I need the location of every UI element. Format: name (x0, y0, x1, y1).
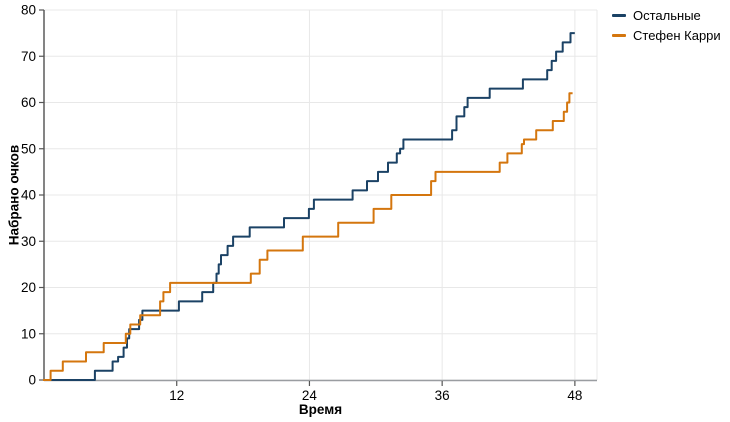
legend: Остальные Стефен Карри (612, 8, 721, 43)
y-axis-title: Набрано очков (6, 144, 22, 246)
y-tick-label: 80 (21, 3, 36, 18)
x-axis-title: Время (298, 402, 343, 417)
x-tick-label: 36 (435, 388, 450, 403)
legend-label-curry: Стефен Карри (633, 28, 721, 43)
series-line-others (43, 32, 575, 381)
y-tick-label: 70 (21, 49, 36, 64)
y-tick-label: 50 (21, 141, 36, 156)
legend-label-others: Остальные (633, 8, 701, 23)
y-tick-label: 0 (28, 373, 36, 388)
x-tick-label: 24 (302, 388, 318, 403)
x-tick-label: 12 (169, 388, 184, 403)
line-swatch-icon (612, 34, 626, 37)
series-line-curry (43, 92, 573, 381)
y-tick-label: 10 (21, 326, 36, 341)
line-swatch-icon (612, 14, 626, 17)
x-tick-label: 48 (567, 388, 582, 403)
y-tick-label: 60 (21, 95, 36, 110)
y-tick-label: 30 (21, 234, 36, 249)
legend-item-curry[interactable]: Стефен Карри (612, 28, 721, 43)
y-tick-label: 40 (21, 188, 36, 203)
legend-item-others[interactable]: Остальные (612, 8, 721, 23)
y-tick-label: 20 (21, 280, 36, 295)
